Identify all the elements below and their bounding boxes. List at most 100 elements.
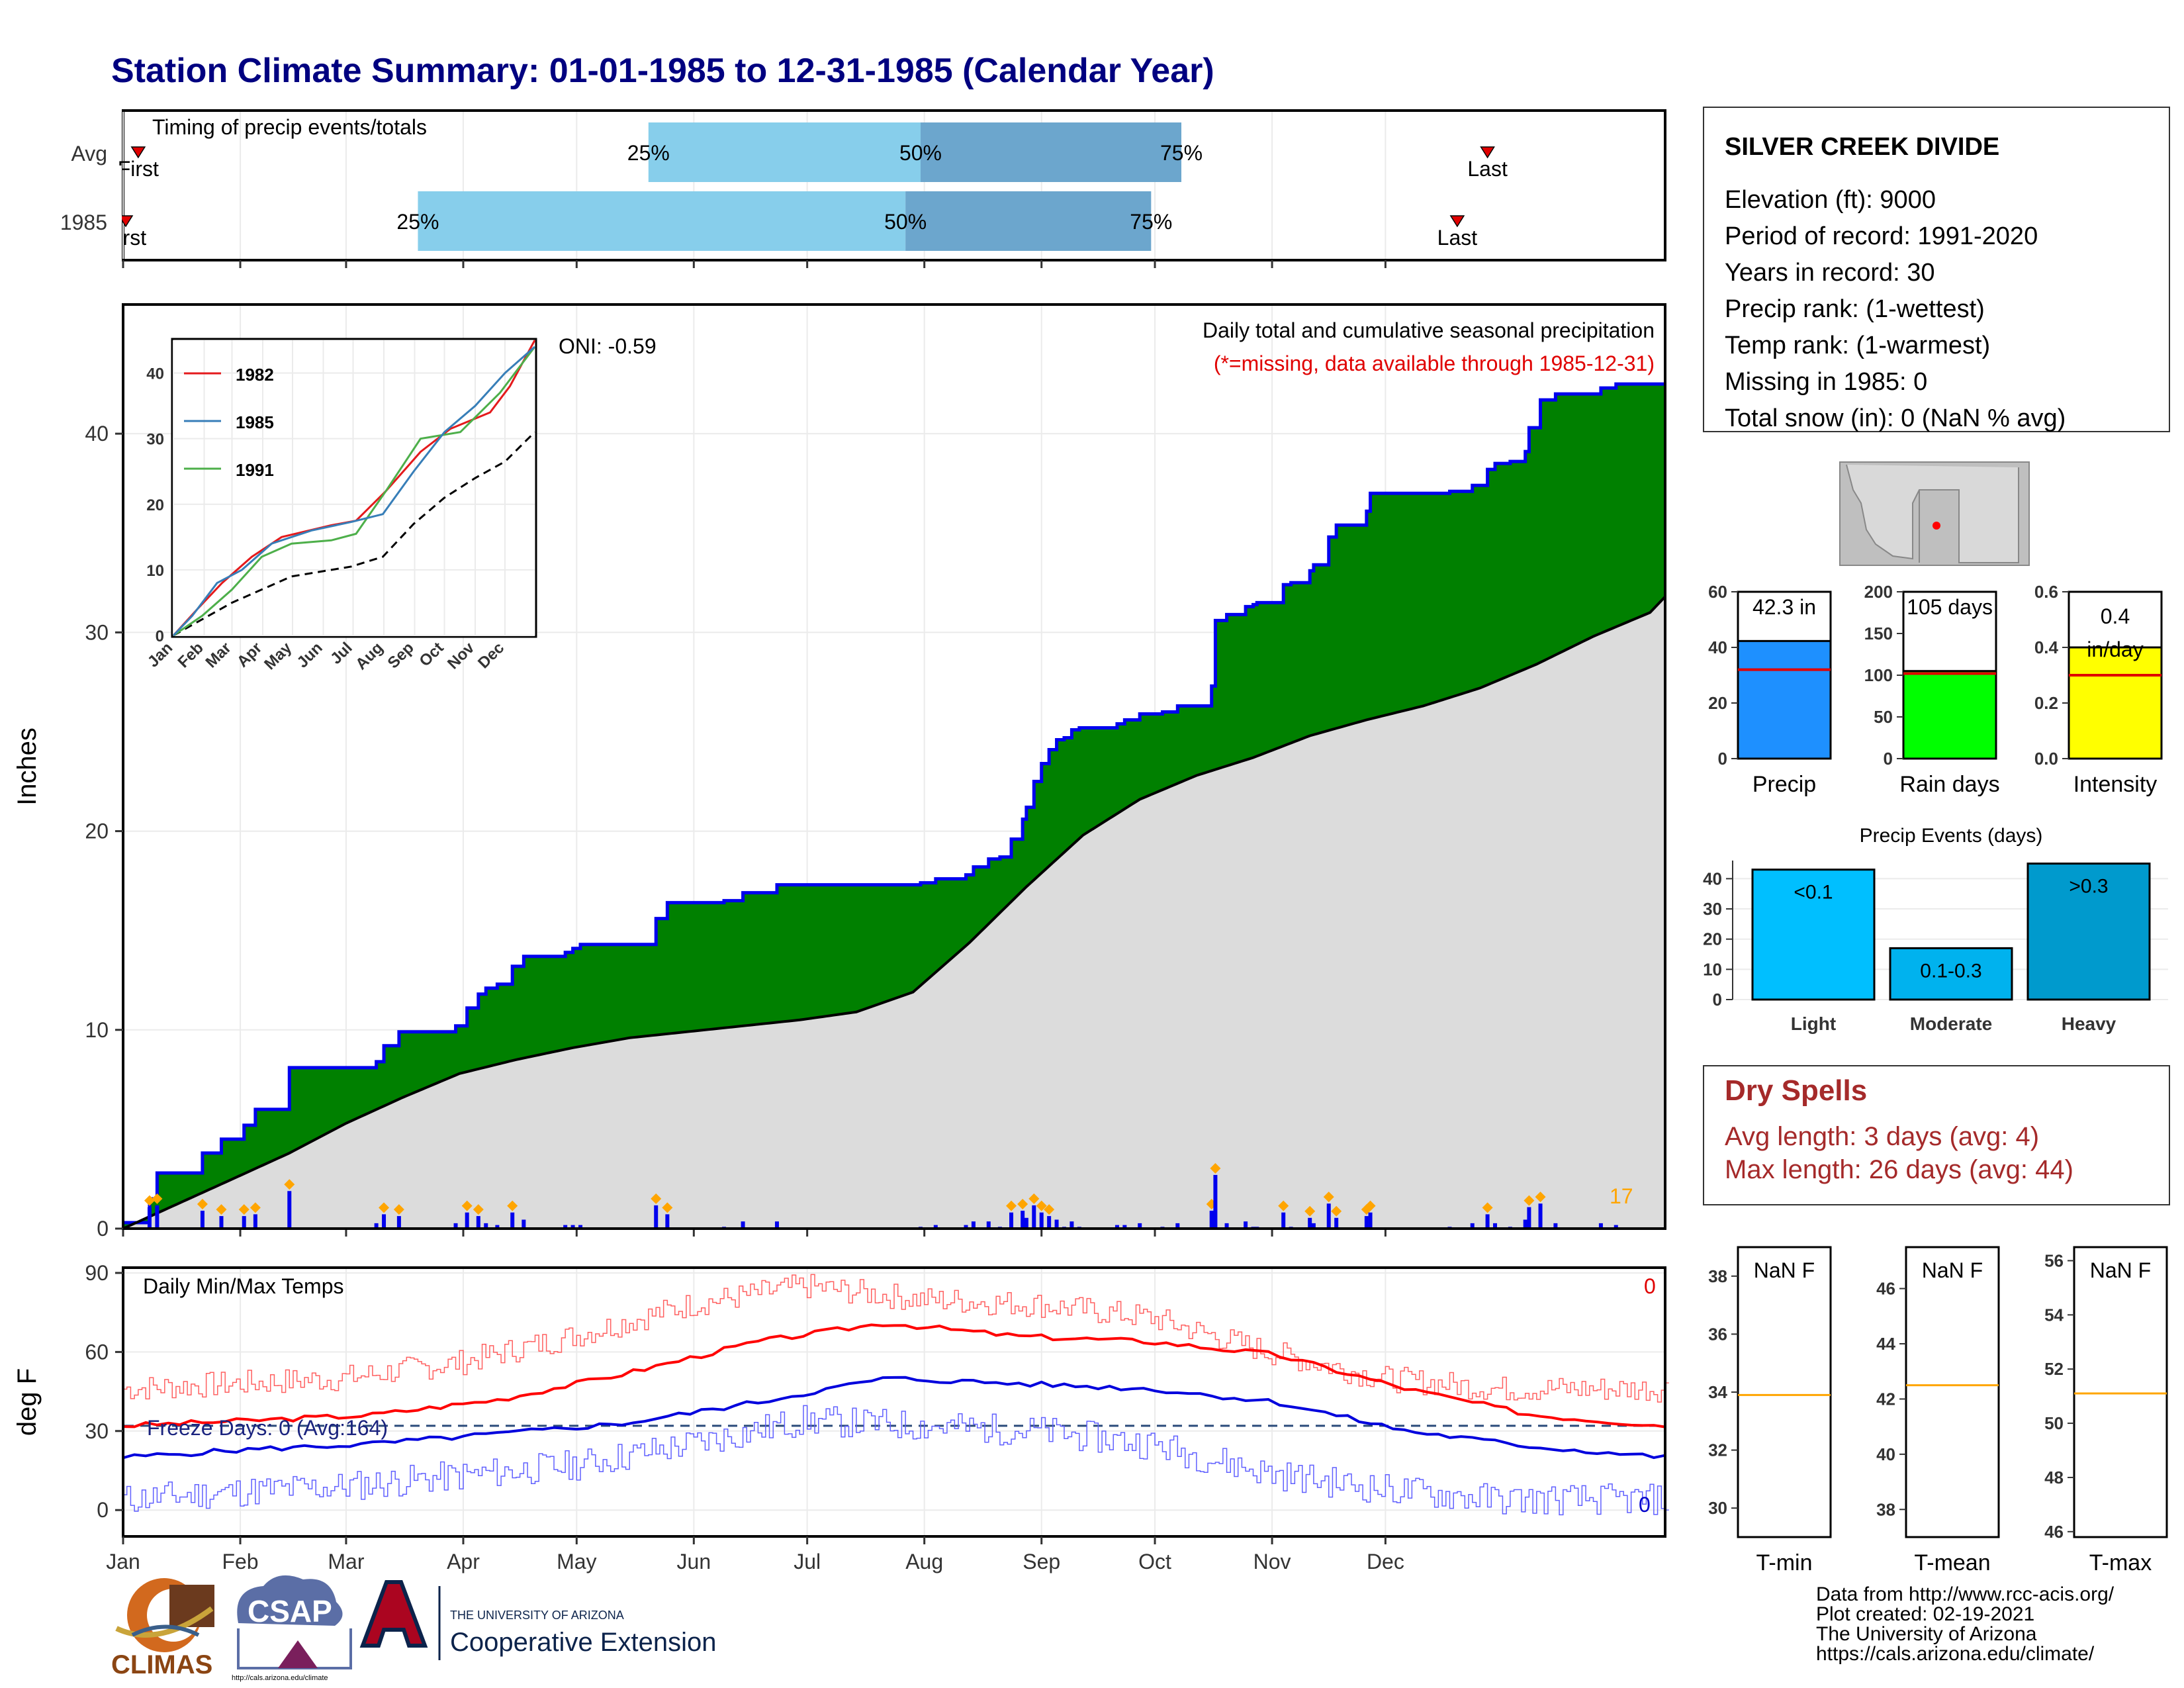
daily-bar bbox=[570, 1225, 575, 1229]
heavy-event-marker bbox=[379, 1202, 390, 1213]
small-bar-label: Precip bbox=[1752, 772, 1816, 797]
min-count: 0 bbox=[1639, 1493, 1651, 1517]
heavy-event-marker bbox=[1006, 1200, 1017, 1211]
avg-min-line bbox=[122, 1376, 1666, 1460]
daily-bar bbox=[563, 1225, 568, 1229]
month-label: Jun bbox=[677, 1550, 711, 1573]
temp-box-ytick-label: 38 bbox=[1708, 1266, 1727, 1286]
small-bar-ytick-label: 0 bbox=[1884, 749, 1893, 769]
heavy-event-marker bbox=[250, 1202, 261, 1213]
footer-line-1: Data from http://www.rcc-acis.org/ bbox=[1816, 1583, 2115, 1605]
page-title: Station Climate Summary: 01-01-1985 to 1… bbox=[111, 52, 1214, 90]
station-line-temp-rank: Temp rank: (1-warmest) bbox=[1725, 332, 1990, 359]
heavy-event-marker bbox=[1028, 1193, 1040, 1204]
climas-logo-text: CLIMAS bbox=[111, 1650, 212, 1679]
heavy-event-marker bbox=[1323, 1192, 1334, 1203]
heavy-event-marker bbox=[1044, 1204, 1055, 1215]
temp-box-ytick-label: 36 bbox=[1708, 1324, 1727, 1344]
daily-bar bbox=[374, 1223, 379, 1229]
daily-bar bbox=[1364, 1216, 1369, 1229]
first-label: First bbox=[118, 157, 159, 181]
daily-bar bbox=[1334, 1217, 1339, 1229]
avg-max-line bbox=[122, 1323, 1666, 1429]
small-bar-ytick-label: 0.2 bbox=[2034, 693, 2058, 713]
month-label: Oct bbox=[1138, 1550, 1171, 1573]
event-count: 17 bbox=[1610, 1184, 1633, 1208]
daily-bar bbox=[971, 1221, 976, 1229]
daily-bar bbox=[1244, 1221, 1248, 1229]
freeze-days: Freeze Days: 0 (Avg:164) bbox=[147, 1416, 388, 1440]
temp-boxes: 30 32 34 36 38 NaN F T-min 38 40 42 44 46 NaN F T-mea… bbox=[1708, 1246, 2168, 1575]
daily-bar bbox=[933, 1225, 938, 1229]
daily-bar bbox=[510, 1212, 515, 1229]
timing-label: Timing of precip events/totals bbox=[152, 115, 427, 139]
events-bar-label: <0.1 bbox=[1794, 882, 1833, 904]
timing-row-avg-label: Avg bbox=[71, 142, 107, 165]
temp-box-ytick-label: 48 bbox=[2044, 1468, 2064, 1487]
daily-bar bbox=[1538, 1203, 1543, 1229]
month-label: Dec bbox=[1367, 1550, 1404, 1573]
station-line-precip-rank: Precip rank: (1-wettest) bbox=[1725, 295, 1985, 323]
temp-box-frame bbox=[1905, 1246, 2000, 1538]
daily-bar bbox=[1047, 1216, 1052, 1229]
daily-bar bbox=[1054, 1219, 1059, 1229]
heavy-event-marker bbox=[1036, 1200, 1047, 1211]
temp-box-ytick-label: 52 bbox=[2044, 1359, 2064, 1379]
missing-note: (*=missing, data available through 1985-… bbox=[1214, 352, 1655, 375]
inset-lines bbox=[172, 340, 536, 637]
daily-min-record-line bbox=[123, 1405, 1669, 1516]
precip-header: Daily total and cumulative seasonal prec… bbox=[1203, 318, 1655, 342]
temp-title: Daily Min/Max Temps bbox=[143, 1274, 343, 1298]
cumulative-1985-line bbox=[123, 382, 1665, 1225]
heavy-event-marker bbox=[651, 1193, 662, 1204]
events-ytick-label: 20 bbox=[1703, 929, 1722, 949]
timing-bar-50-75 bbox=[920, 122, 1182, 182]
heavy-event-marker bbox=[1482, 1202, 1493, 1213]
small-bar-value: 42.3 in bbox=[1752, 595, 1816, 619]
heavy-event-marker bbox=[1278, 1200, 1289, 1211]
timing-right-mask bbox=[1666, 165, 1700, 245]
station-line-missing: Missing in 1985: 0 bbox=[1725, 368, 1927, 396]
month-label: Aug bbox=[905, 1550, 943, 1573]
temp-box-ytick-label: 46 bbox=[1876, 1279, 1895, 1299]
small-bar-ytick-label: 0.4 bbox=[2034, 637, 2059, 657]
station-name: SILVER CREEK DIVIDE bbox=[1725, 133, 1999, 161]
events-ytick-label: 30 bbox=[1703, 899, 1722, 919]
daily-bar bbox=[964, 1225, 968, 1229]
daily-bar bbox=[219, 1216, 224, 1229]
month-label: May bbox=[557, 1550, 596, 1573]
events-bar bbox=[2026, 863, 2151, 1001]
daily-bar bbox=[242, 1216, 246, 1229]
events-category-label: Heavy bbox=[2062, 1013, 2116, 1034]
small-bar-ytick-label: 50 bbox=[1874, 707, 1893, 727]
temp-panel: 0 30 60 90 deg F Daily Min/Max Temps Freeze… bbox=[13, 1261, 1669, 1573]
heavy-event-marker bbox=[1365, 1200, 1376, 1211]
csap-logo-text: CSAP bbox=[248, 1594, 332, 1628]
climas-logo: CLIMAS bbox=[111, 1578, 214, 1679]
timing-bar-50-75 bbox=[905, 191, 1152, 251]
events-bar bbox=[1751, 868, 1876, 1001]
daily-bar bbox=[147, 1207, 152, 1229]
temp-box-ytick-label: 40 bbox=[1876, 1444, 1895, 1464]
heavy-event-marker bbox=[144, 1195, 155, 1206]
month-label: Mar bbox=[328, 1550, 364, 1573]
ua-big-text: Cooperative Extension bbox=[450, 1628, 716, 1657]
precip-ytick-label: 10 bbox=[85, 1018, 109, 1042]
daily-bar bbox=[1069, 1221, 1074, 1229]
small-bar-ytick-label: 0 bbox=[1718, 749, 1727, 769]
ua-small-text: THE UNIVERSITY OF ARIZONA bbox=[450, 1609, 624, 1622]
heavy-event-marker bbox=[507, 1200, 518, 1211]
daily-bar bbox=[1024, 1217, 1028, 1229]
daily-bar bbox=[1115, 1225, 1119, 1229]
footer-line-2: Plot created: 02-19-2021 bbox=[1816, 1603, 2034, 1625]
daily-bar bbox=[1553, 1223, 1558, 1229]
temp-ylabel: deg F bbox=[13, 1368, 42, 1436]
events-bar bbox=[1889, 947, 2013, 1001]
timing-bar-25-50 bbox=[418, 191, 906, 251]
month-label: Nov bbox=[1253, 1550, 1291, 1573]
daily-bar bbox=[484, 1223, 488, 1229]
small-bar-label: Rain days bbox=[1899, 772, 1999, 797]
